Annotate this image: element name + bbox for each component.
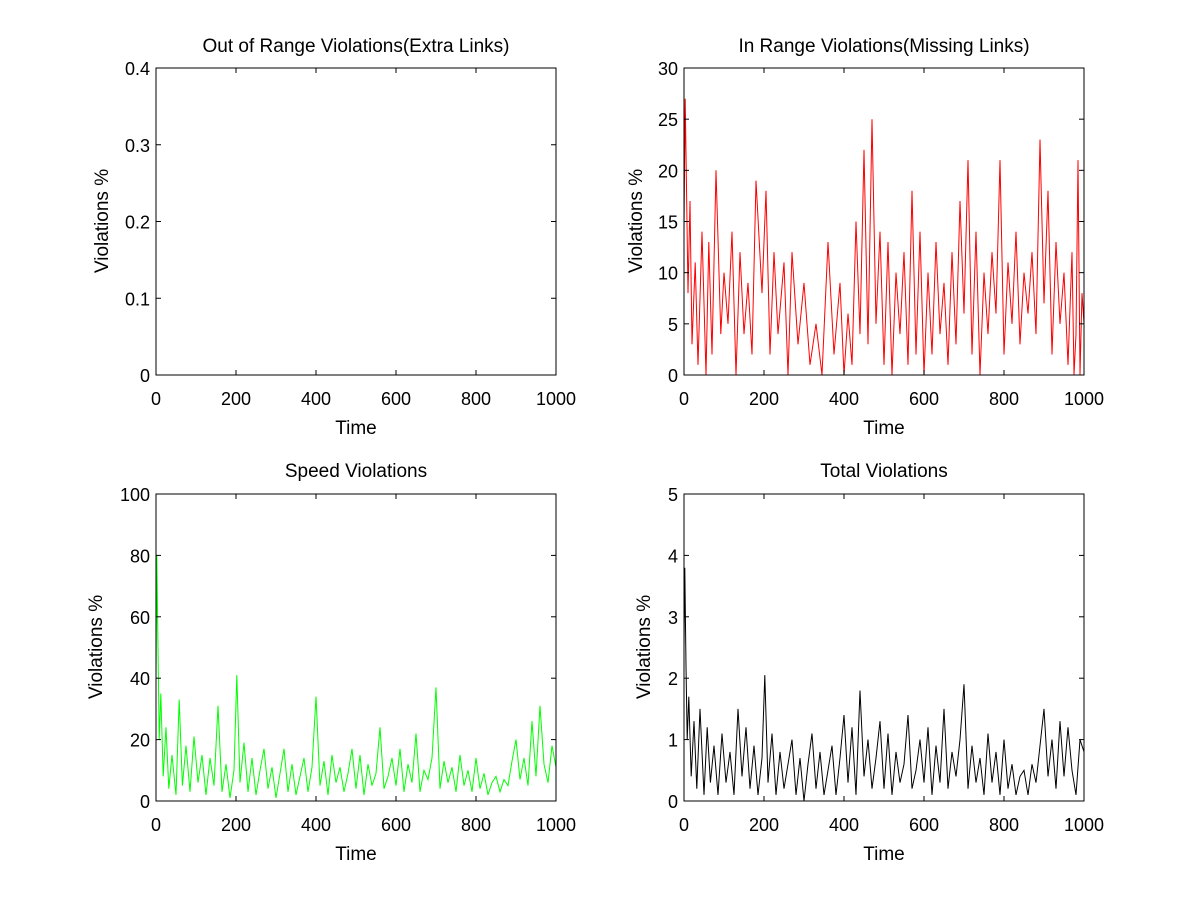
- subplot-speed: Speed Violations Time Violations % 0 200 4…: [86, 461, 576, 865]
- x-tick-label: 1000: [536, 389, 576, 409]
- x-tick-label: 600: [381, 389, 411, 409]
- subplot-title: In Range Violations(Missing Links): [738, 36, 1029, 57]
- x-axis-label: Time: [863, 418, 905, 439]
- subplot-in-range: In Range Violations(Missing Links) Time …: [626, 36, 1104, 439]
- y-tick-label: 25: [658, 110, 678, 130]
- x-tick-label: 400: [829, 389, 859, 409]
- y-tick-label: 20: [130, 731, 150, 751]
- x-tick-label: 400: [829, 815, 859, 835]
- x-tick-label: 800: [461, 389, 491, 409]
- x-tick-label: 1000: [1064, 389, 1104, 409]
- subplot-title: Speed Violations: [285, 461, 427, 482]
- y-tick-label: 0: [140, 792, 150, 812]
- y-tick-label: 60: [130, 608, 150, 628]
- series-line: [684, 98, 1084, 375]
- x-tick-label: 400: [301, 389, 331, 409]
- x-tick-label: 0: [151, 389, 161, 409]
- y-tick-label: 0.2: [125, 213, 150, 233]
- x-tick-label: 200: [749, 389, 779, 409]
- y-tick-label: 1: [668, 731, 678, 751]
- subplot-title: Total Violations: [820, 461, 947, 482]
- y-tick-label: 5: [668, 485, 678, 505]
- y-tick-label: 2: [668, 669, 678, 689]
- series-line: [684, 567, 1084, 801]
- x-tick-label: 1000: [536, 815, 576, 835]
- x-tick-label: 0: [151, 815, 161, 835]
- y-axis-label: Violations %: [626, 169, 647, 273]
- x-axis-label: Time: [335, 418, 377, 439]
- y-tick-label: 20: [658, 161, 678, 181]
- y-tick-label: 0.1: [125, 289, 150, 309]
- x-tick-label: 600: [909, 389, 939, 409]
- y-tick-label: 10: [658, 264, 678, 284]
- x-tick-label: 200: [221, 815, 251, 835]
- y-axis-label: Violations %: [86, 595, 107, 699]
- subplot-title: Out of Range Violations(Extra Links): [203, 36, 510, 57]
- x-tick-label: 1000: [1064, 815, 1104, 835]
- x-axis-label: Time: [863, 844, 905, 865]
- y-tick-label: 3: [668, 608, 678, 628]
- y-tick-label: 0.4: [125, 59, 150, 79]
- subplot-out-of-range: Out of Range Violations(Extra Links) Tim…: [92, 36, 576, 439]
- y-tick-label: 0: [668, 792, 678, 812]
- y-tick-label: 80: [130, 546, 150, 566]
- x-tick-label: 600: [909, 815, 939, 835]
- subplot-total: Total Violations Time Violations % 0 200 4…: [634, 461, 1104, 865]
- y-tick-label: 0: [668, 366, 678, 386]
- y-axis-label: Violations %: [634, 595, 655, 699]
- y-tick-label: 0: [140, 366, 150, 386]
- y-tick-label: 4: [668, 546, 678, 566]
- x-axis-label: Time: [335, 844, 377, 865]
- x-tick-label: 800: [989, 815, 1019, 835]
- series-line: [156, 555, 556, 798]
- x-tick-label: 600: [381, 815, 411, 835]
- y-axis-label: Violations %: [92, 169, 113, 273]
- x-tick-label: 0: [679, 389, 689, 409]
- y-tick-label: 100: [120, 485, 150, 505]
- y-tick-label: 40: [130, 669, 150, 689]
- x-tick-label: 400: [301, 815, 331, 835]
- x-tick-label: 200: [221, 389, 251, 409]
- axes-box: [683, 493, 1085, 802]
- x-tick-label: 0: [679, 815, 689, 835]
- x-tick-label: 800: [461, 815, 491, 835]
- y-tick-label: 15: [658, 213, 678, 233]
- y-tick-label: 0.3: [125, 136, 150, 156]
- y-tick-label: 5: [668, 315, 678, 335]
- y-tick-label: 30: [658, 59, 678, 79]
- x-tick-label: 800: [989, 389, 1019, 409]
- axes-box: [155, 493, 557, 802]
- x-tick-label: 200: [749, 815, 779, 835]
